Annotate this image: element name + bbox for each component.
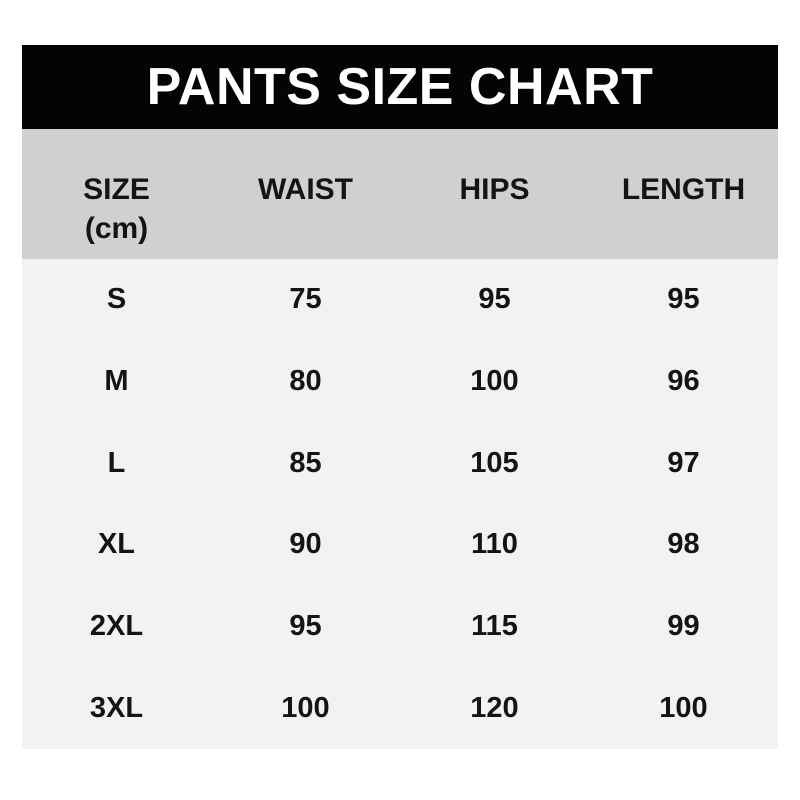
- table-cell: 80: [289, 364, 322, 397]
- chart-title: PANTS SIZE CHART: [146, 58, 654, 116]
- table-cell: 105: [470, 446, 519, 479]
- table-body: S 75 95 95 M 80 100 96 L 85 105 97 XL 90 110 98 2XL 95 115…: [22, 259, 778, 749]
- table-cell: XL: [97, 528, 136, 561]
- table-cell: 75: [289, 283, 322, 316]
- table-cell: 3XL: [89, 691, 144, 724]
- table-cell: 99: [667, 609, 700, 642]
- table-cell: 100: [281, 691, 330, 724]
- table-cell: S: [106, 283, 127, 316]
- table-cell: 120: [470, 691, 519, 724]
- table-cell: 100: [470, 364, 519, 397]
- size-chart-table: PANTS SIZE CHART SIZE (cm) WAIST HIPS LE…: [22, 45, 778, 749]
- table-cell: 115: [471, 609, 518, 642]
- table-row: 2XL 95 115 99: [22, 586, 778, 668]
- table-cell: 100: [659, 691, 708, 724]
- chart-title-bar: PANTS SIZE CHART: [22, 45, 778, 129]
- column-header-length: LENGTH: [621, 173, 746, 206]
- table-cell: 90: [289, 528, 322, 561]
- table-cell: 85: [289, 446, 322, 479]
- table-cell: 95: [289, 609, 322, 642]
- table-cell: M: [104, 364, 129, 397]
- table-row: XL 90 110 98: [22, 504, 778, 586]
- table-cell: L: [107, 446, 126, 479]
- table-cell: 96: [667, 364, 700, 397]
- column-header-size: SIZE (cm): [22, 129, 211, 259]
- table-row: 3XL 100 120 100: [22, 667, 778, 749]
- size-header-unit: (cm): [84, 212, 149, 245]
- table-cell: 95: [478, 283, 511, 316]
- table-header-row: SIZE (cm) WAIST HIPS LENGTH: [22, 129, 778, 259]
- table-cell: 98: [667, 528, 700, 561]
- table-cell: 97: [667, 446, 700, 479]
- column-header-hips: HIPS: [459, 173, 530, 206]
- table-row: M 80 100 96: [22, 341, 778, 423]
- table-cell: 95: [667, 283, 700, 316]
- table-row: L 85 105 97: [22, 422, 778, 504]
- table-cell: 110: [471, 528, 518, 561]
- column-header-waist: WAIST: [258, 173, 353, 206]
- table-row: S 75 95 95: [22, 259, 778, 341]
- size-header-label: SIZE: [83, 173, 150, 206]
- table-cell: 2XL: [89, 609, 144, 642]
